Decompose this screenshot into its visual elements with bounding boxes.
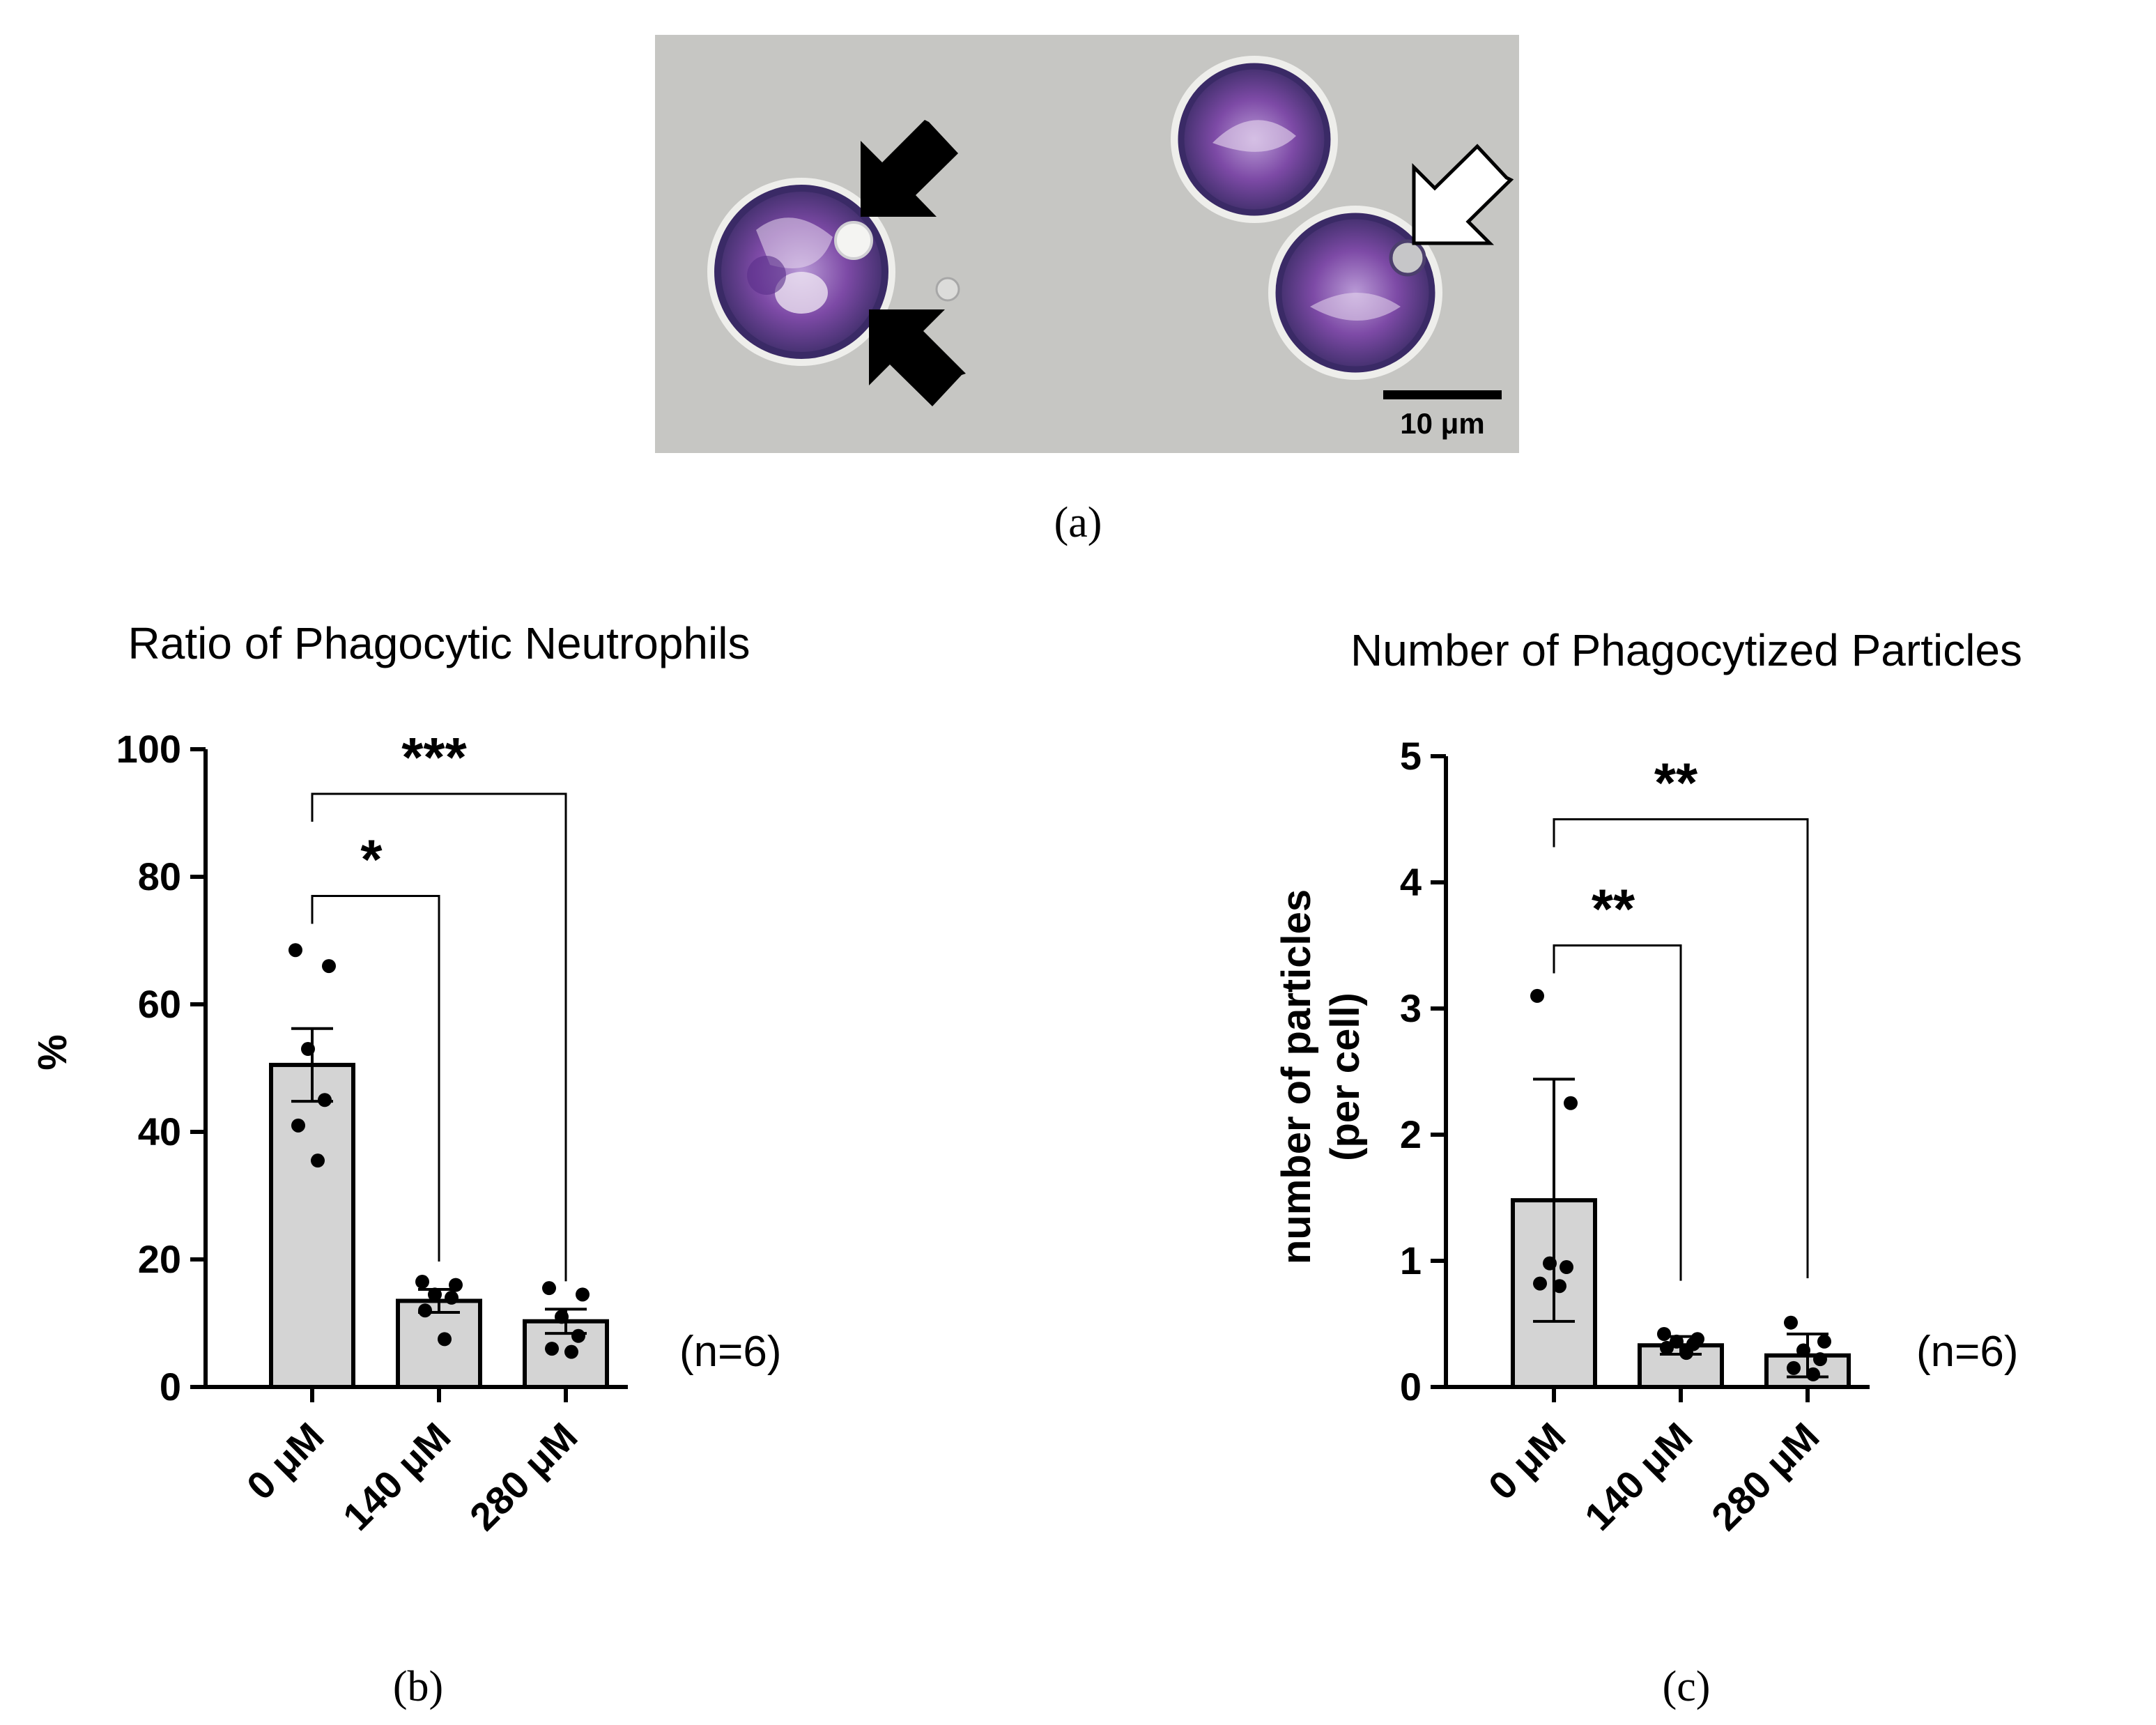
y-tick-label: 0 xyxy=(160,1365,181,1409)
black-arrow-lower xyxy=(869,309,966,406)
y-tick-label: 100 xyxy=(116,727,181,771)
scale-bar xyxy=(1383,390,1502,399)
x-tick-label: 280 μM xyxy=(1703,1414,1828,1539)
data-point xyxy=(449,1278,463,1292)
y-tick-label: 40 xyxy=(138,1110,181,1153)
data-point xyxy=(1533,1276,1547,1291)
particle xyxy=(834,221,873,260)
data-point xyxy=(1784,1315,1798,1330)
data-point xyxy=(318,1093,332,1107)
data-point xyxy=(418,1303,432,1318)
bar xyxy=(269,1062,355,1390)
chart-title: Ratio of Phagocytic Neutrophils xyxy=(128,618,750,668)
x-tick-label: 0 μM xyxy=(1480,1414,1574,1508)
significance-label: ** xyxy=(1592,878,1635,940)
y-tick-label: 60 xyxy=(138,982,181,1026)
data-point xyxy=(1560,1260,1573,1275)
white-arrow xyxy=(1412,144,1514,245)
neutrophil-cell-top-right xyxy=(1171,56,1338,223)
y-tick-label: 4 xyxy=(1400,860,1422,904)
y-tick-label: 80 xyxy=(138,854,181,898)
data-point xyxy=(428,1287,442,1302)
neutrophil-cell-bottom-right xyxy=(1268,206,1442,380)
data-point xyxy=(288,943,302,958)
free-particle xyxy=(935,277,960,302)
data-point xyxy=(1817,1334,1831,1349)
data-point xyxy=(415,1275,429,1289)
data-point xyxy=(1543,1256,1557,1271)
data-point xyxy=(1796,1343,1810,1358)
data-point xyxy=(438,1332,452,1347)
data-point xyxy=(1657,1326,1671,1341)
significance-bracket xyxy=(1553,944,1682,1281)
y-tick-label: 2 xyxy=(1400,1112,1422,1156)
x-tick-label: 140 μM xyxy=(334,1414,459,1539)
significance-label: *** xyxy=(401,726,467,788)
particle xyxy=(1389,239,1426,277)
data-point xyxy=(576,1287,590,1302)
data-point xyxy=(571,1328,585,1343)
data-point xyxy=(1660,1340,1674,1355)
data-point xyxy=(1787,1360,1801,1375)
data-point xyxy=(445,1290,459,1305)
panel-label: (c) xyxy=(1663,1663,1711,1710)
y-tick-label: 5 xyxy=(1400,734,1422,778)
data-point xyxy=(545,1342,559,1356)
micrograph-panel: 10 μm xyxy=(655,35,1519,453)
y-tick-label: 20 xyxy=(138,1237,181,1281)
chart-number-phagocytized-particles: Number of Phagocytized Particles number o… xyxy=(1274,625,2022,1710)
scale-bar-label: 10 μm xyxy=(1400,407,1484,440)
data-point xyxy=(542,1281,556,1296)
data-point xyxy=(301,1042,315,1057)
data-point xyxy=(1813,1352,1827,1367)
y-axis-label: % xyxy=(30,1034,75,1071)
bar xyxy=(396,1298,482,1389)
data-point xyxy=(1553,1279,1566,1294)
panel-label: (b) xyxy=(393,1663,443,1710)
data-point xyxy=(564,1344,578,1359)
significance-bracket xyxy=(1553,818,1809,1278)
sample-size-annotation: (n=6) xyxy=(679,1328,781,1376)
panel-label-a: (a) xyxy=(1054,499,1102,546)
significance-label: * xyxy=(360,828,383,890)
y-tick-label: 3 xyxy=(1400,986,1422,1030)
y-tick-label: 0 xyxy=(1400,1365,1422,1409)
data-point xyxy=(1679,1346,1693,1360)
neutrophil-cell-left xyxy=(707,178,895,366)
significance-bracket xyxy=(311,792,567,1282)
data-point xyxy=(1530,988,1544,1003)
significance-label: ** xyxy=(1654,752,1698,814)
data-point xyxy=(555,1310,569,1324)
data-point xyxy=(291,1118,305,1133)
chart-title: Number of Phagocytized Particles xyxy=(1350,625,2022,675)
black-arrow-upper xyxy=(861,120,958,217)
data-point xyxy=(311,1153,325,1168)
sample-size-annotation: (n=6) xyxy=(1916,1328,2018,1376)
x-tick-label: 0 μM xyxy=(238,1414,332,1508)
y-tick-label: 1 xyxy=(1400,1239,1422,1282)
x-tick-label: 140 μM xyxy=(1576,1414,1701,1539)
data-point xyxy=(1564,1096,1578,1110)
y-axis-label: number of particles(per cell) xyxy=(1274,889,1368,1264)
chart-ratio-phagocytic-neutrophils: Ratio of Phagocytic Neutrophils% 0 20 40 60 8… xyxy=(30,618,781,1710)
x-tick-label: 280 μM xyxy=(461,1414,586,1539)
data-point xyxy=(322,959,336,974)
significance-bracket xyxy=(311,894,440,1262)
data-point xyxy=(1806,1367,1820,1381)
